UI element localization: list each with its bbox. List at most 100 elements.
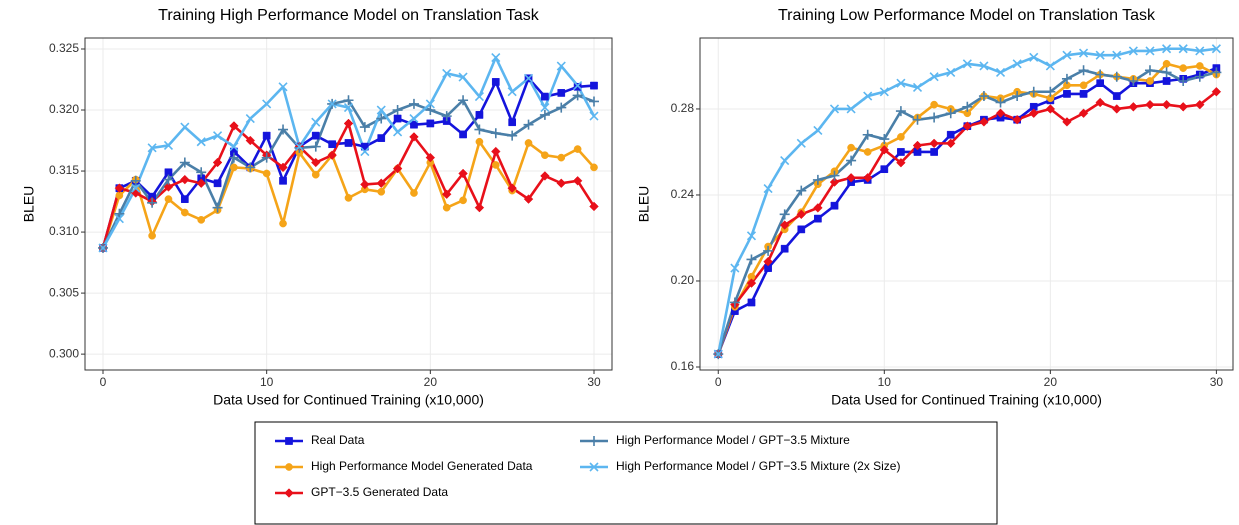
marker [730, 263, 740, 273]
marker [912, 114, 923, 125]
marker [779, 209, 790, 220]
marker [588, 96, 599, 107]
marker [557, 89, 566, 97]
marker [410, 120, 418, 129]
marker [1012, 91, 1023, 102]
legend-label: Real Data [311, 433, 365, 447]
marker [343, 95, 354, 106]
marker [1095, 69, 1106, 80]
marker [1211, 67, 1222, 78]
marker [523, 194, 534, 204]
marker [589, 111, 599, 121]
marker [590, 163, 598, 172]
marker [1029, 102, 1038, 111]
marker [441, 111, 452, 122]
marker [590, 81, 598, 90]
marker [392, 163, 403, 174]
marker [327, 99, 337, 109]
marker [1146, 77, 1154, 85]
marker [729, 297, 740, 308]
marker [945, 108, 956, 119]
marker [1112, 92, 1121, 100]
marker [1045, 86, 1056, 97]
marker [130, 175, 141, 186]
marker [179, 157, 190, 168]
marker [1178, 44, 1188, 54]
marker [212, 202, 223, 213]
marker [846, 173, 856, 183]
marker [1062, 50, 1072, 60]
marker [344, 139, 353, 147]
chart-title: Training High Performance Model on Trans… [158, 7, 540, 24]
marker [930, 100, 938, 109]
marker [1078, 48, 1089, 58]
marker [1112, 104, 1122, 114]
marker [946, 67, 956, 77]
marker [780, 155, 790, 166]
marker [1096, 79, 1105, 88]
marker [1028, 108, 1039, 119]
marker [1195, 99, 1205, 110]
marker [979, 117, 989, 127]
marker [148, 192, 156, 201]
marker [540, 103, 550, 113]
marker [114, 183, 125, 193]
marker [1095, 97, 1105, 108]
marker [573, 81, 583, 91]
marker [1078, 108, 1089, 119]
legend-marker [589, 462, 599, 472]
marker [409, 113, 419, 124]
marker [946, 130, 955, 139]
marker [1194, 71, 1205, 82]
marker [962, 59, 972, 69]
marker [1145, 99, 1155, 110]
marker [1128, 102, 1139, 112]
marker [148, 231, 156, 240]
marker [180, 208, 189, 217]
marker [196, 167, 207, 178]
marker [1095, 50, 1105, 60]
x-tick-label: 10 [260, 375, 274, 389]
marker [425, 99, 435, 109]
marker [197, 174, 206, 183]
marker [230, 163, 238, 172]
marker [896, 157, 906, 168]
marker [540, 171, 550, 181]
marker [163, 182, 174, 192]
marker [131, 183, 141, 193]
y-axis-label: BLEU [21, 186, 37, 223]
marker [879, 87, 889, 97]
marker [360, 179, 370, 190]
marker [213, 179, 222, 188]
marker [458, 72, 468, 82]
y-tick-label: 0.325 [49, 41, 79, 55]
x-tick-label: 0 [100, 375, 107, 389]
marker [1161, 67, 1172, 78]
marker [458, 168, 468, 179]
marker [245, 113, 255, 124]
marker [163, 140, 174, 150]
marker [746, 254, 757, 265]
y-tick-label: 0.28 [671, 101, 695, 115]
marker [410, 189, 418, 197]
marker [556, 102, 567, 113]
marker [880, 165, 889, 174]
marker [408, 98, 419, 109]
marker [1062, 117, 1072, 127]
marker [229, 142, 239, 152]
marker [1111, 71, 1122, 82]
marker [1211, 87, 1222, 97]
marker [458, 95, 469, 106]
marker [896, 78, 906, 88]
legend-marker [285, 463, 293, 471]
marker [474, 92, 484, 102]
marker [524, 139, 533, 147]
marker [359, 122, 370, 133]
marker [343, 103, 354, 113]
marker [763, 245, 774, 256]
marker [1063, 90, 1071, 98]
marker [1195, 46, 1205, 56]
marker [474, 124, 485, 135]
marker [541, 151, 549, 160]
marker [539, 109, 550, 120]
